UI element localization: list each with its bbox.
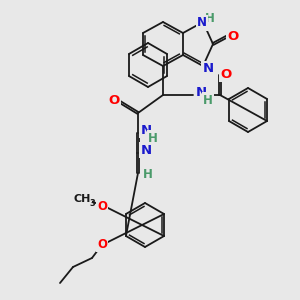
Text: N: N xyxy=(202,62,214,76)
Text: O: O xyxy=(97,200,107,212)
Text: 3: 3 xyxy=(89,200,95,208)
Text: H: H xyxy=(205,13,215,26)
Text: H: H xyxy=(203,94,213,106)
Text: O: O xyxy=(227,29,239,43)
Text: H: H xyxy=(143,169,153,182)
Text: N: N xyxy=(140,124,152,136)
Text: CH: CH xyxy=(73,194,91,204)
Text: N: N xyxy=(140,143,152,157)
Text: O: O xyxy=(108,94,120,107)
Text: O: O xyxy=(97,238,107,250)
Text: O: O xyxy=(220,68,232,80)
Text: H: H xyxy=(148,131,158,145)
Text: N: N xyxy=(195,86,207,100)
Text: N: N xyxy=(197,16,207,29)
